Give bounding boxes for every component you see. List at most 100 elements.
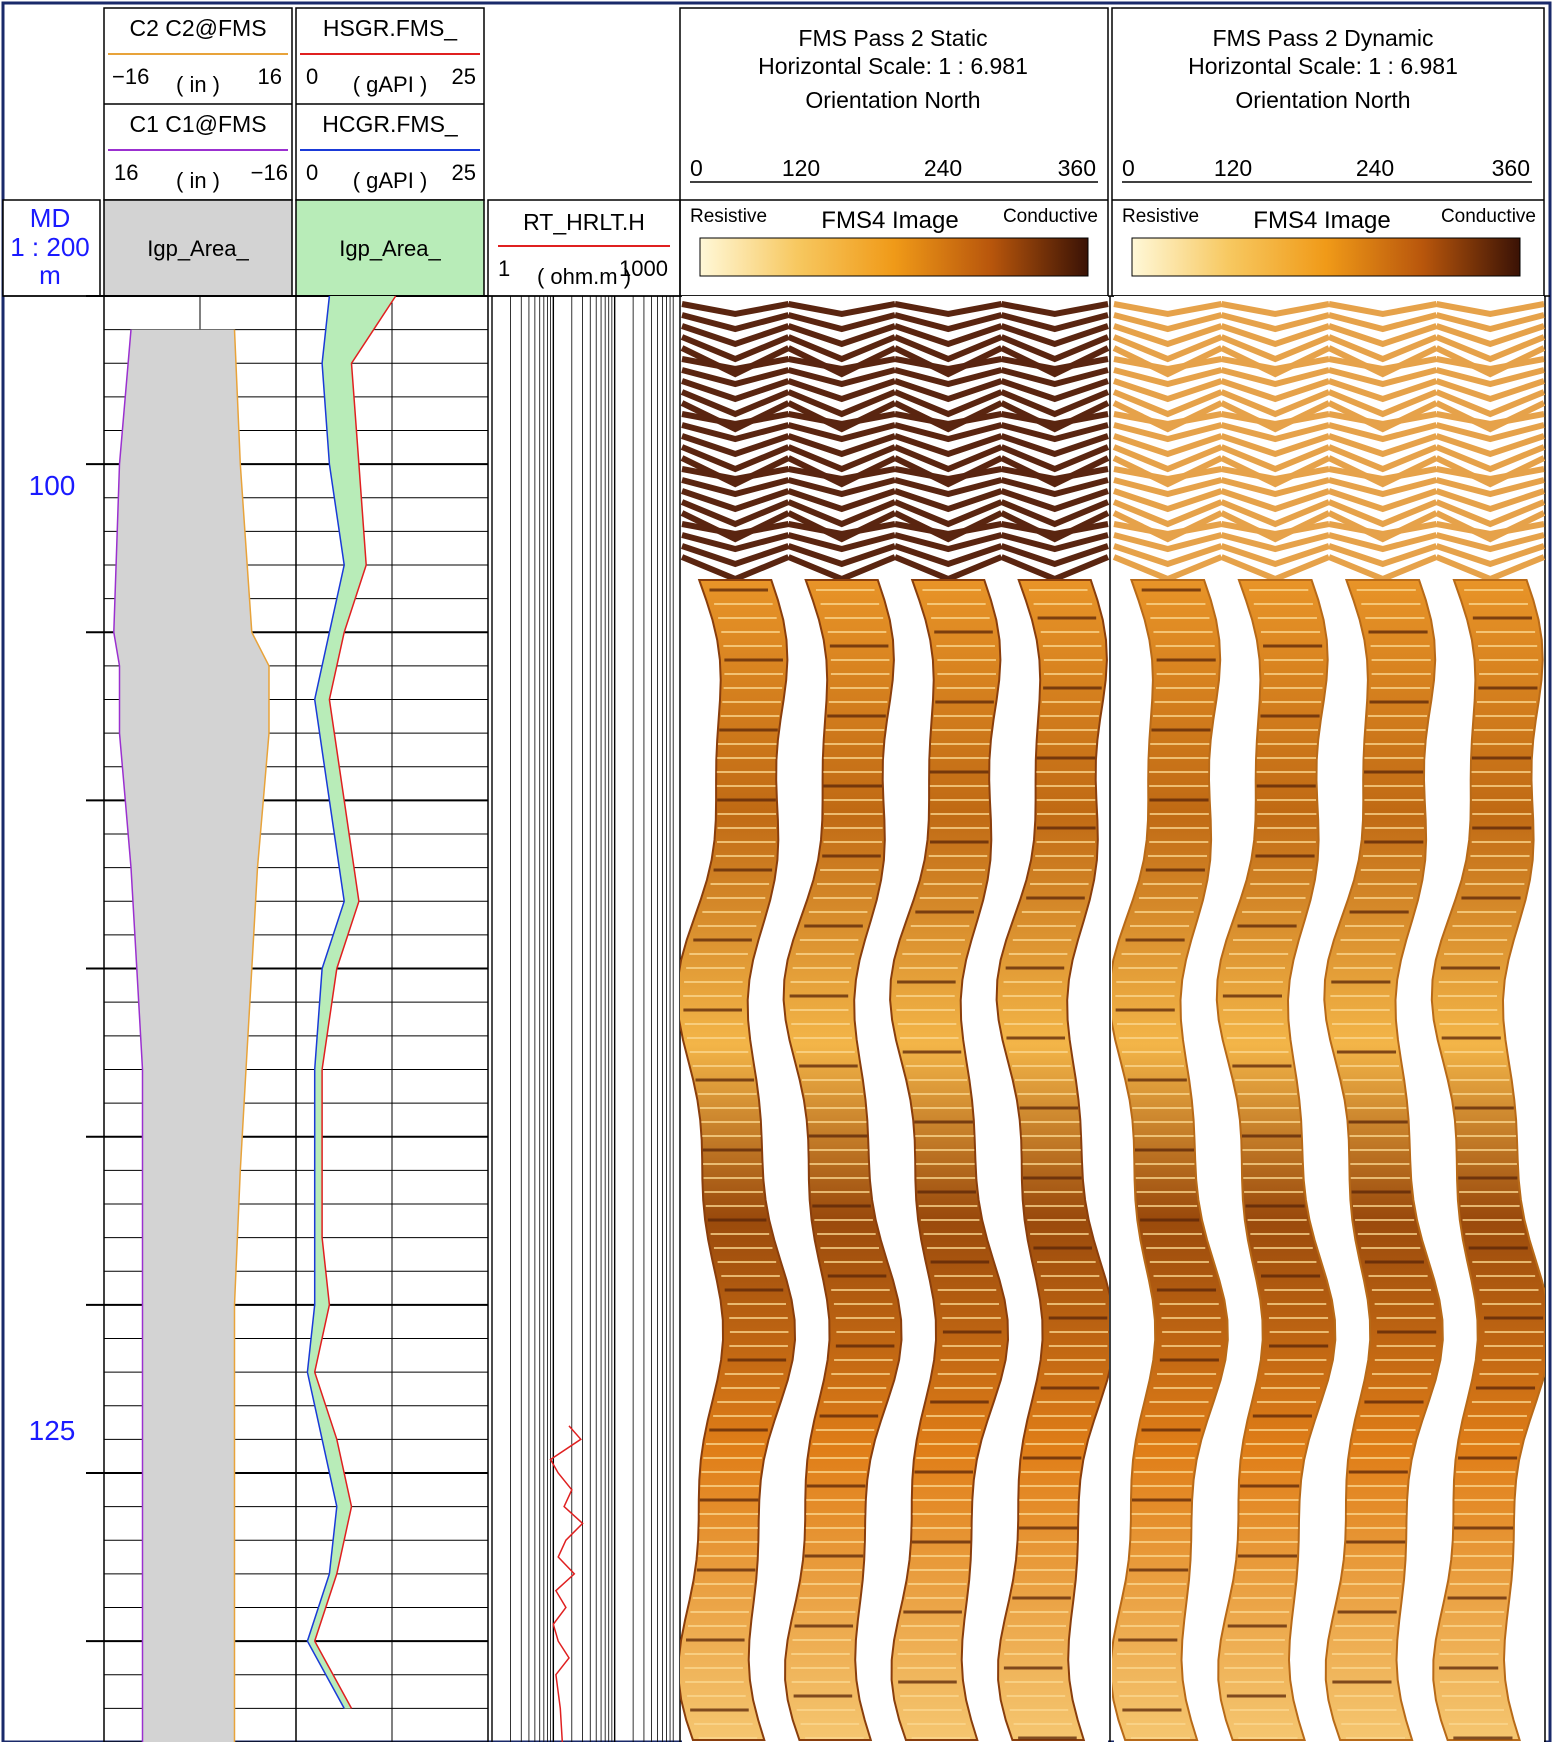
image-chevron: [1112, 499, 1545, 528]
caliper-area-fill: [113, 329, 269, 1742]
rt-curve-name: RT_HRLT.H: [523, 209, 645, 235]
static-scale: Horizontal Scale: 1 : 6.981: [758, 53, 1028, 79]
image-chevron: [1113, 378, 1545, 403]
c1-min: 16: [114, 160, 138, 185]
c2-max: 16: [258, 64, 282, 89]
hcgr-unit: ( gAPI ): [353, 168, 428, 193]
image-chevron: [1113, 466, 1545, 483]
hcgr-curve: [306, 295, 345, 1709]
dynamic-orientation: Orientation North: [1235, 87, 1410, 113]
image-chevron: [680, 400, 1109, 433]
c1-curve: [113, 329, 144, 1742]
static-color-scale: [699, 237, 1089, 277]
image-chevron: [681, 411, 1109, 428]
hsgr-max: 25: [452, 64, 476, 89]
image-chevron: [1112, 389, 1545, 418]
image-chevron: [1112, 334, 1545, 363]
image-chevron: [681, 521, 1109, 538]
rt-curve: [549, 1425, 584, 1742]
fms-static-image: [680, 296, 1109, 1742]
image-chevron: [1112, 400, 1545, 433]
image-chevron: [681, 301, 1109, 318]
svg-text:120: 120: [782, 155, 820, 181]
log-curves: [113, 295, 584, 1742]
c2-curve-name: C2 C2@FMS: [129, 15, 266, 41]
depth-label-125: 125: [29, 1415, 76, 1446]
rt-max: 1000: [619, 256, 668, 281]
image-chevron: [1112, 510, 1545, 543]
depth-header-box: [2, 199, 101, 297]
svg-text:0: 0: [690, 155, 703, 181]
static-image-label: FMS4 Image: [821, 207, 958, 234]
c2-curve: [233, 329, 270, 1742]
hcgr-min: 0: [306, 160, 318, 185]
image-chevron: [681, 532, 1109, 553]
image-chevron: [1113, 521, 1545, 538]
track1-area-swatch: [103, 199, 293, 297]
image-chevron: [1113, 312, 1545, 333]
depth-unit: m: [39, 260, 61, 290]
image-chevron: [681, 543, 1109, 568]
svg-text:0: 0: [1122, 155, 1135, 181]
static-resistive-label: Resistive: [690, 206, 767, 227]
image-chevron: [680, 499, 1109, 528]
static-conductive-label: Conductive: [1003, 206, 1098, 227]
dynamic-title: FMS Pass 2 Dynamic: [1212, 25, 1433, 51]
image-chevron: [1112, 345, 1545, 378]
dynamic-scale: Horizontal Scale: 1 : 6.981: [1188, 53, 1458, 79]
fms-dynamic-image: [1112, 296, 1545, 1742]
svg-text:360: 360: [1492, 155, 1530, 181]
svg-text:120: 120: [1214, 155, 1252, 181]
dynamic-azimuth-ticks: 0 120 240 360: [1122, 155, 1532, 183]
image-chevron: [680, 510, 1109, 543]
hsgr-curve: [313, 295, 397, 1709]
image-chevron: [681, 488, 1109, 513]
image-chevron: [680, 444, 1109, 473]
image-chevron: [680, 334, 1109, 363]
c1-max: −16: [251, 160, 288, 185]
c1-unit: ( in ): [176, 168, 220, 193]
image-chevron: [1113, 532, 1545, 553]
svg-text:360: 360: [1058, 155, 1096, 181]
track2-area-swatch: [295, 199, 485, 297]
image-chevron: [681, 477, 1109, 498]
depth-scale: 1 : 200: [10, 232, 90, 262]
image-chevron: [1113, 477, 1545, 498]
c2-min: −16: [112, 64, 149, 89]
c1-curve-name: C1 C1@FMS: [129, 111, 266, 137]
dynamic-color-scale: [1131, 237, 1521, 277]
c2-unit: ( in ): [176, 72, 220, 97]
image-chevron: [681, 323, 1109, 348]
depth-label-100: 100: [29, 470, 76, 501]
image-chevron: [681, 378, 1109, 403]
static-azimuth-ticks: 0 120 240 360: [690, 155, 1098, 183]
image-chevron: [1113, 488, 1545, 513]
depth-title: MD: [30, 203, 70, 233]
image-chevron: [1113, 301, 1545, 318]
rt-unit: ( ohm.m ): [537, 264, 631, 289]
track2-area-label: Igp_Area_: [339, 236, 441, 261]
image-chevron: [1113, 543, 1545, 568]
svg-text:240: 240: [1356, 155, 1394, 181]
log-resistivity-grid: [491, 296, 674, 1742]
image-chevron: [680, 389, 1109, 418]
image-chevron: [681, 433, 1109, 458]
svg-text:240: 240: [924, 155, 962, 181]
image-chevron: [1112, 455, 1545, 488]
image-chevron: [681, 367, 1109, 388]
image-chevron: [1113, 356, 1545, 373]
image-chevron: [681, 356, 1109, 373]
dynamic-image-label: FMS4 Image: [1253, 207, 1390, 234]
track1-area-label: Igp_Area_: [147, 236, 249, 261]
image-chevron: [680, 455, 1109, 488]
rt-min: 1: [498, 256, 510, 281]
image-chevron: [681, 312, 1109, 333]
gamma-area-fill: [307, 296, 396, 1709]
image-chevron: [681, 422, 1109, 443]
image-chevron: [1113, 422, 1545, 443]
image-chevron: [681, 466, 1109, 483]
dynamic-resistive-label: Resistive: [1122, 206, 1199, 227]
static-title: FMS Pass 2 Static: [798, 25, 987, 51]
